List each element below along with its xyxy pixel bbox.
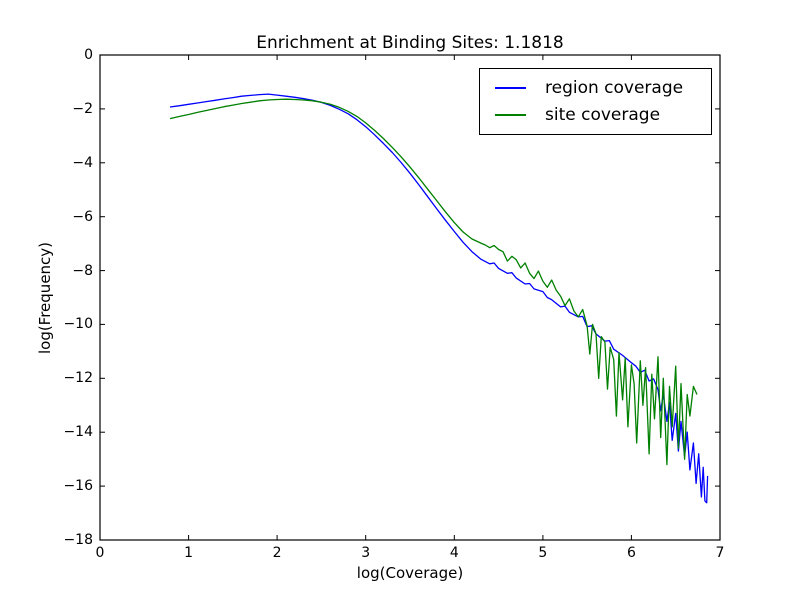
- chart-title: Enrichment at Binding Sites: 1.1818: [256, 33, 564, 53]
- y-tick-label: −12: [63, 370, 93, 387]
- legend-label-region: region coverage: [545, 78, 684, 99]
- legend-label-site: site coverage: [545, 104, 661, 125]
- x-tick-label: 7: [715, 545, 725, 561]
- x-tick-label: 0: [95, 545, 105, 561]
- series-line-0: [169, 93, 709, 504]
- y-tick-label: −2: [72, 100, 93, 117]
- legend-item-site-coverage: site coverage: [492, 105, 699, 125]
- axes-frame: [99, 54, 721, 541]
- series-line-1: [169, 98, 698, 466]
- y-tick-label: −8: [72, 262, 93, 279]
- x-tick-label: 4: [449, 545, 459, 561]
- x-tick-label: 5: [538, 545, 548, 561]
- legend-line-sample-site: [495, 113, 526, 116]
- y-tick-label: −14: [63, 424, 93, 441]
- legend: region coverage site coverage: [479, 68, 712, 135]
- y-tick-label: −18: [63, 532, 93, 548]
- legend-line-sample-region: [495, 87, 526, 90]
- y-tick-label: −16: [63, 478, 93, 495]
- y-tick-label: −6: [72, 208, 93, 225]
- x-tick-label: 3: [361, 545, 371, 561]
- y-tick-label: −10: [63, 316, 93, 333]
- x-tick-label: 1: [184, 545, 194, 561]
- legend-item-region-coverage: region coverage: [492, 78, 699, 98]
- y-tick-label: −4: [72, 154, 93, 171]
- y-tick-label: 0: [84, 47, 93, 63]
- x-axis-label: log(Coverage): [356, 564, 464, 582]
- y-axis-label: log(Frequency): [36, 241, 54, 355]
- x-tick-label: 2: [272, 545, 282, 561]
- x-tick-label: 6: [626, 545, 636, 561]
